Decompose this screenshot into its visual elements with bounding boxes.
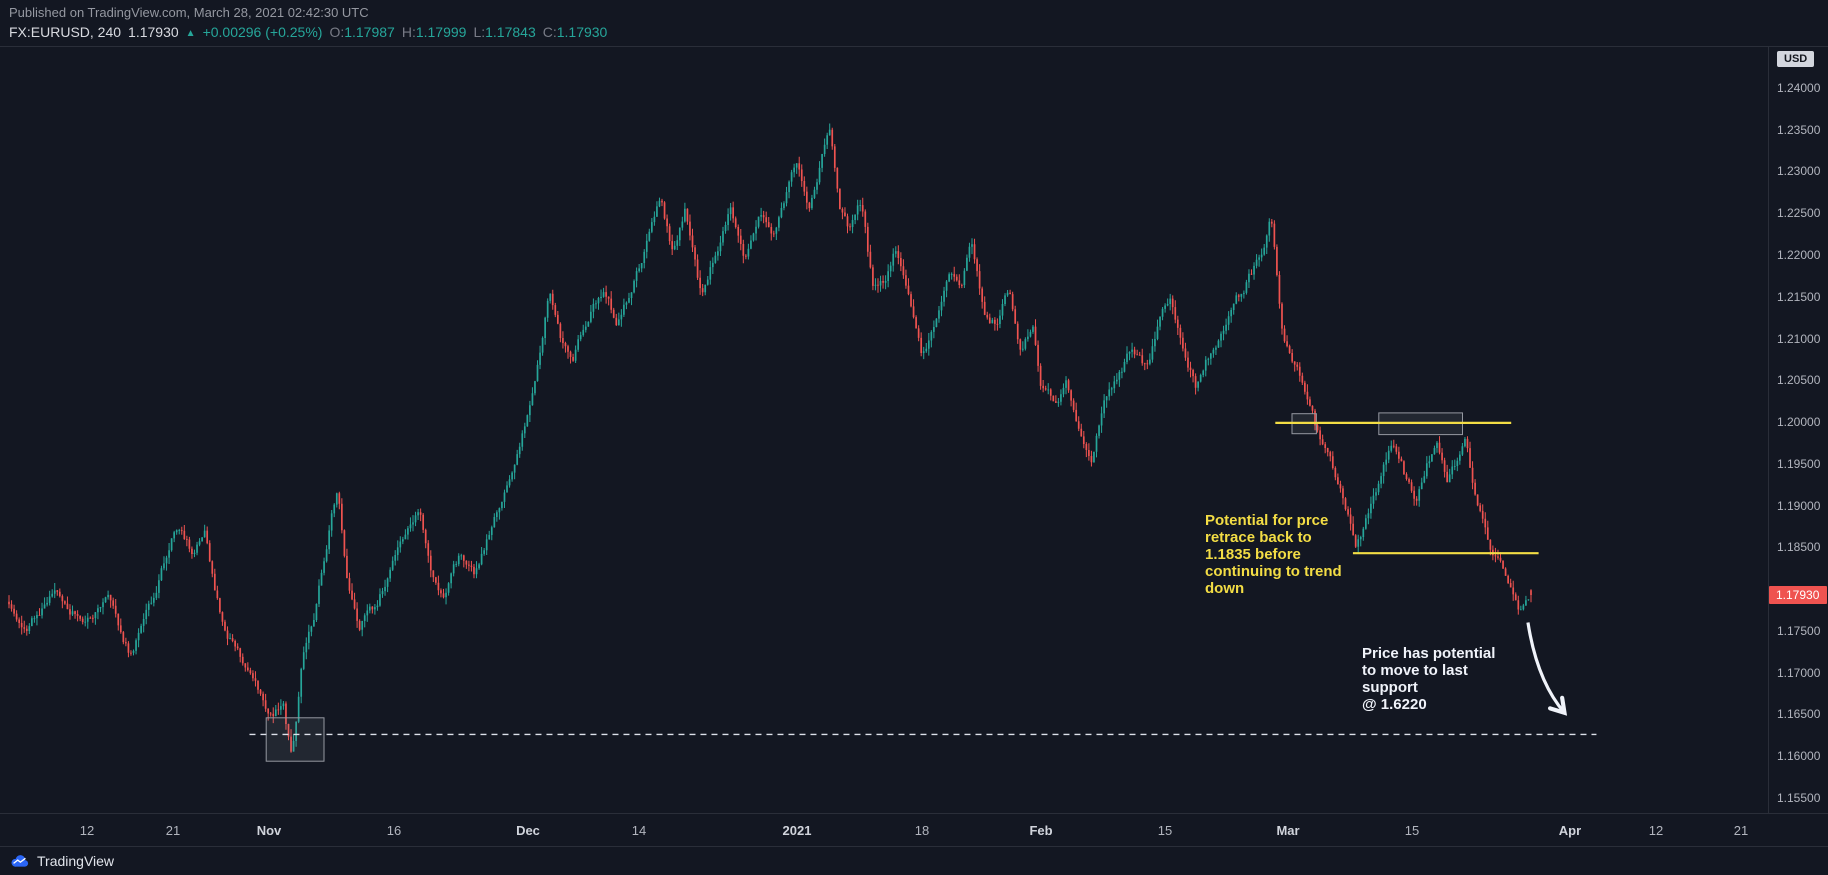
price-axis-label: 1.19000 xyxy=(1777,499,1821,513)
note-line: Potential for prce xyxy=(1205,512,1329,529)
note-line: Price has potential xyxy=(1362,645,1496,662)
note-line: to move to last xyxy=(1362,662,1468,679)
header-bar: Published on TradingView.com, March 28, … xyxy=(0,0,1828,47)
yellow-note[interactable]: Potential for prce retrace back to 1.1835 … xyxy=(1205,512,1342,597)
time-axis-label: Dec xyxy=(516,823,540,838)
price-change: +0.00296 (+0.25%) xyxy=(202,24,323,40)
current-price-label: 1.17930 xyxy=(1769,586,1827,604)
price-axis-label: 1.19500 xyxy=(1777,457,1821,471)
tradingview-logo-icon[interactable] xyxy=(10,854,29,868)
last-price-value: 1.17930 xyxy=(128,24,179,40)
currency-badge: USD xyxy=(1777,51,1815,67)
price-axis-label: 1.24000 xyxy=(1777,81,1821,95)
time-axis-label: 18 xyxy=(914,823,930,838)
chart-pane[interactable]: Potential for prce retrace back to 1.1835 … xyxy=(0,47,1768,813)
down-candle-bodies xyxy=(8,129,1532,752)
price-axis-label: 1.17500 xyxy=(1777,624,1821,638)
footer-bar: TradingView xyxy=(0,847,1828,875)
time-axis-label: 16 xyxy=(386,823,402,838)
change-up-arrow-icon: ▲ xyxy=(185,28,196,39)
tradingview-brand[interactable]: TradingView xyxy=(37,853,115,869)
price-axis-label: 1.16000 xyxy=(1777,749,1821,763)
time-axis[interactable]: 12 21 Nov 16 Dec 14 2021 18 Feb 15 Mar 15 Apr 12 21 xyxy=(0,813,1828,847)
time-axis-label: Feb xyxy=(1029,823,1053,838)
note-line: @ 1.6220 xyxy=(1362,696,1427,713)
candlestick-chart[interactable] xyxy=(0,47,1768,813)
price-axis-label: 1.22500 xyxy=(1777,206,1821,220)
note-line: 1.1835 before xyxy=(1205,546,1301,563)
time-axis-label: 21 xyxy=(165,823,181,838)
price-axis-label: 1.17000 xyxy=(1777,666,1821,680)
note-line: continuing to trend xyxy=(1205,563,1342,580)
note-line: support xyxy=(1362,679,1418,696)
time-axis-label: 15 xyxy=(1404,823,1420,838)
down-arrow-drawing[interactable] xyxy=(1526,622,1568,716)
price-axis-label: 1.23500 xyxy=(1777,123,1821,137)
note-line: down xyxy=(1205,580,1245,597)
price-axis-label: 1.20000 xyxy=(1777,415,1821,429)
time-axis-label: 12 xyxy=(79,823,95,838)
time-axis-label: 21 xyxy=(1733,823,1749,838)
down-candle-wicks xyxy=(8,127,1532,753)
symbol-title[interactable]: FX:EURUSD, 240 xyxy=(9,24,122,40)
price-axis-label: 1.22000 xyxy=(1777,248,1821,262)
price-axis-label: 1.21500 xyxy=(1777,290,1821,304)
highlight-box[interactable] xyxy=(265,717,325,762)
price-axis-label: 1.21000 xyxy=(1777,332,1821,346)
ohlc-close: C:1.17930 xyxy=(542,24,608,40)
price-axis-label: 1.18500 xyxy=(1777,540,1821,554)
ohlc-open: O:1.17987 xyxy=(329,24,395,40)
time-axis-label: Mar xyxy=(1276,823,1300,838)
time-axis-label: 15 xyxy=(1157,823,1173,838)
ohlc-high: H:1.17999 xyxy=(401,24,467,40)
price-axis-label: 1.20500 xyxy=(1777,373,1821,387)
time-axis-label: 2021 xyxy=(782,823,812,838)
up-candle-bodies xyxy=(28,129,1530,752)
symbol-legend: FX:EURUSD, 240 1.17930 ▲ +0.00296 (+0.25… xyxy=(9,24,1828,40)
price-axis-label: 1.23000 xyxy=(1777,164,1821,178)
time-axis-label: Nov xyxy=(256,823,282,838)
published-caption: Published on TradingView.com, March 28, … xyxy=(9,5,369,20)
price-axis-label: 1.15500 xyxy=(1777,791,1821,805)
time-axis-label: 12 xyxy=(1648,823,1664,838)
chart-region: Potential for prce retrace back to 1.1835 … xyxy=(0,47,1828,813)
white-note[interactable]: Price has potential to move to last suppor… xyxy=(1362,645,1495,713)
price-axis[interactable]: USD 1.17930 1.24000 1.23500 1.23000 1.22500… xyxy=(1768,47,1828,813)
time-axis-label: 14 xyxy=(631,823,647,838)
price-axis-label: 1.16500 xyxy=(1777,707,1821,721)
note-line: retrace back to xyxy=(1205,529,1312,546)
time-axis-label: Apr xyxy=(1558,823,1582,838)
ohlc-low: L:1.17843 xyxy=(473,24,536,40)
